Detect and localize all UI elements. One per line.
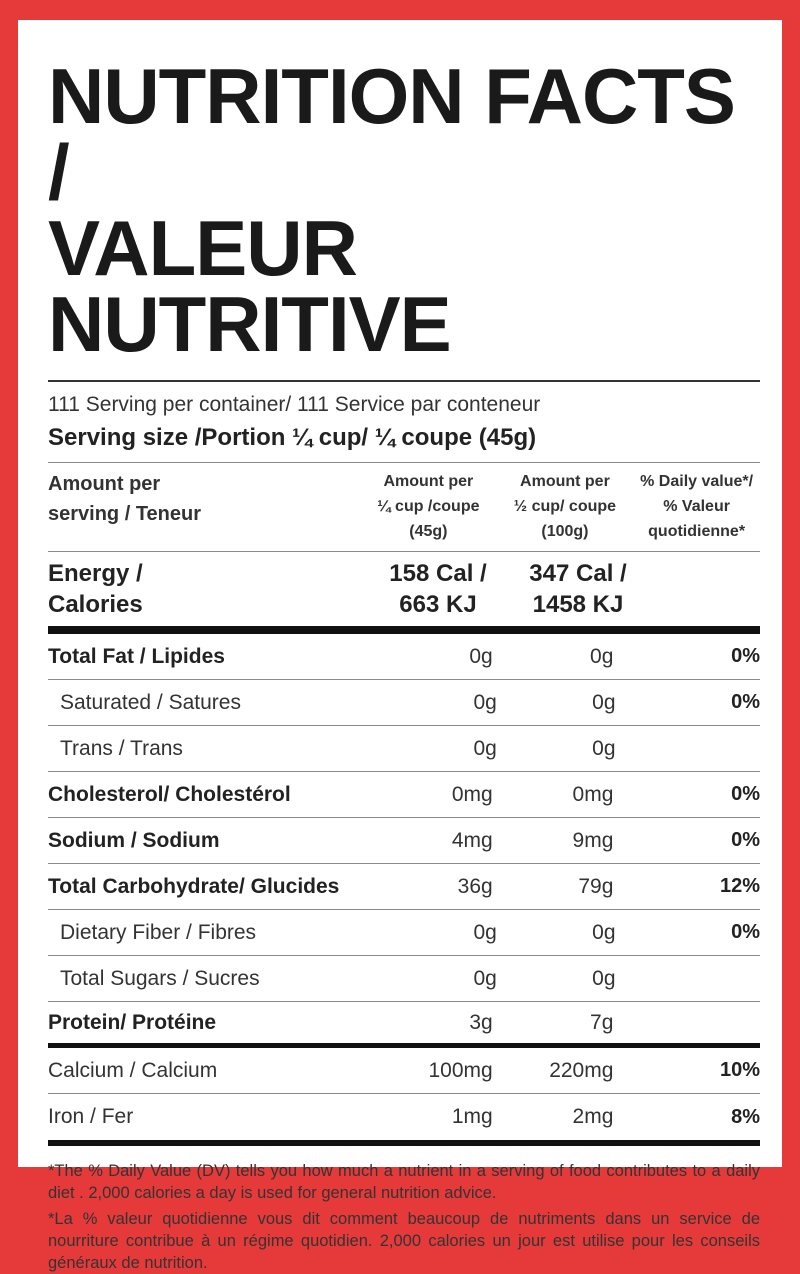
nutrient-label: Total Carbohydrate/ Glucides — [48, 874, 340, 898]
header-col1-line: ¼ cup /coupe — [377, 498, 480, 515]
header-col3-line: quotidienne* — [648, 523, 746, 540]
nutrient-value-half-cup: 2mg — [572, 1105, 614, 1128]
nutrient-label: Sodium / Sodium — [48, 828, 220, 852]
nutrient-label: Saturated / Satures — [60, 690, 241, 714]
nutrient-value-quarter-cup: 3g — [469, 1010, 493, 1034]
servings-per-container: 111 Serving per container/ 111 Service p… — [48, 393, 541, 416]
nutrient-row-iron: Iron / Fer 1mg 2mg 8% — [48, 1094, 760, 1140]
energy-label-line-1: Energy / — [48, 560, 143, 587]
nutrient-value-half-cup: 9mg — [572, 828, 614, 852]
label-title: NUTRITION FACTS / VALEUR NUTRITIVE — [48, 52, 760, 368]
nutrient-row-trans: Trans / Trans 0g 0g — [48, 726, 760, 772]
amount-per-serving-label: Amount per serving / Teneur — [48, 469, 360, 551]
header-col1-line: Amount per — [383, 473, 474, 490]
header-col3-line: % Daily value*/ — [640, 473, 754, 490]
serving-size: Serving size /Portion ¼ cup/ ¼ coupe (45… — [48, 424, 537, 451]
nutrient-daily-value: 12% — [719, 875, 760, 897]
header-col-daily-value: % Daily value*/ % Valeur quotidienne* — [633, 469, 760, 551]
nutrient-label: Cholesterol/ Cholestérol — [48, 782, 291, 806]
nutrient-row-sodium: Sodium / Sodium 4mg 9mg 0% — [48, 818, 760, 864]
nutrient-value-half-cup: 0g — [592, 920, 616, 944]
energy-col2-line: 347 Cal / — [529, 560, 627, 587]
nutrient-value-half-cup: 0g — [592, 690, 616, 714]
energy-label: Energy / Calories — [48, 558, 368, 626]
header-col-quarter-cup: Amount per ¼ cup /coupe (45g) — [360, 469, 497, 551]
nutrient-value-quarter-cup: 36g — [457, 874, 493, 898]
nutrient-value-quarter-cup: 1mg — [451, 1105, 493, 1128]
nutrient-value-quarter-cup: 4mg — [451, 828, 493, 852]
header-divider — [48, 551, 760, 552]
header-col3-line: % Valeur — [663, 498, 730, 515]
nutrient-daily-value: 0% — [731, 783, 760, 805]
footnote-french: *La % valeur quotidienne vous dit commen… — [48, 1210, 760, 1272]
column-header-row: Amount per serving / Teneur Amount per ¼… — [48, 463, 760, 551]
footnote-english: *The % Daily Value (DV) tells you how mu… — [48, 1162, 760, 1202]
nutrient-label: Trans / Trans — [60, 736, 183, 760]
energy-value-quarter-cup: 158 Cal / 663 KJ — [368, 558, 508, 626]
nutrient-label: Calcium / Calcium — [48, 1058, 218, 1082]
nutrient-table: Total Fat / Lipides 0g 0g 0% Saturated /… — [48, 634, 760, 1140]
nutrient-label: Iron / Fer — [48, 1105, 134, 1128]
energy-col1-line: 158 Cal / — [389, 560, 487, 587]
nutrient-value-quarter-cup: 0g — [473, 920, 497, 944]
nutrient-value-quarter-cup: 0mg — [451, 782, 493, 806]
header-label-line-2: serving / Teneur — [48, 503, 202, 525]
title-line-2: VALEUR NUTRITIVE — [48, 204, 452, 368]
header-col2-line: Amount per — [520, 473, 610, 490]
nutrient-value-half-cup: 79g — [578, 874, 614, 898]
nutrient-label: Total Fat / Lipides — [48, 644, 225, 668]
nutrition-label-panel: NUTRITION FACTS / VALEUR NUTRITIVE 111 S… — [18, 20, 782, 1272]
nutrient-value-quarter-cup: 0g — [473, 966, 497, 990]
header-col1-line: (45g) — [409, 523, 448, 540]
nutrient-value-half-cup: 7g — [590, 1010, 614, 1034]
nutrient-row-fiber: Dietary Fiber / Fibres 0g 0g 0% — [48, 910, 760, 956]
nutrient-label: Total Sugars / Sucres — [60, 966, 260, 990]
nutrient-value-quarter-cup: 100mg — [428, 1058, 493, 1082]
nutrient-label: Dietary Fiber / Fibres — [60, 920, 257, 944]
nutrient-value-quarter-cup: 0g — [469, 644, 493, 668]
energy-col1-line: 663 KJ — [399, 591, 477, 618]
header-col2-line: (100g) — [541, 523, 589, 540]
nutrient-row-cholesterol: Cholesterol/ Cholestérol 0mg 0mg 0% — [48, 772, 760, 818]
daily-value-footnote: *The % Daily Value (DV) tells you how mu… — [48, 1160, 760, 1274]
nutrient-row-saturated: Saturated / Satures 0g 0g 0% — [48, 680, 760, 726]
nutrient-daily-value: 0% — [731, 645, 760, 667]
title-divider — [48, 380, 760, 382]
nutrient-value-half-cup: 0g — [590, 644, 614, 668]
energy-col2-line: 1458 KJ — [532, 591, 624, 618]
header-label-line-1: Amount per — [48, 473, 161, 495]
nutrient-value-half-cup: 0g — [592, 736, 616, 760]
nutrient-row-protein: Protein/ Protéine 3g 7g — [48, 1002, 760, 1048]
nutrient-value-quarter-cup: 0g — [473, 736, 497, 760]
energy-label-line-2: Calories — [48, 591, 143, 618]
nutrient-row-total-fat: Total Fat / Lipides 0g 0g 0% — [48, 634, 760, 680]
nutrient-daily-value: 0% — [731, 829, 760, 851]
header-col2-line: ½ cup/ coupe — [513, 498, 617, 515]
energy-row: Energy / Calories 158 Cal / 663 KJ 347 C… — [48, 552, 760, 626]
nutrient-value-half-cup: 220mg — [549, 1058, 614, 1082]
nutrient-daily-value: 0% — [731, 921, 761, 943]
energy-value-half-cup: 347 Cal / 1458 KJ — [508, 558, 648, 626]
nutrient-value-half-cup: 0mg — [572, 782, 614, 806]
header-col-half-cup: Amount per ½ cup/ coupe (100g) — [497, 469, 634, 551]
footnote-divider — [48, 1140, 760, 1146]
nutrient-daily-value: 8% — [731, 1105, 760, 1128]
nutrient-row-calcium: Calcium / Calcium 100mg 220mg 10% — [48, 1048, 760, 1094]
nutrient-row-carbohydrate: Total Carbohydrate/ Glucides 36g 79g 12% — [48, 864, 760, 910]
nutrient-value-half-cup: 0g — [592, 966, 616, 990]
serving-divider — [48, 462, 760, 463]
title-line-1: NUTRITION FACTS / — [48, 52, 736, 216]
nutrient-value-quarter-cup: 0g — [473, 690, 497, 714]
nutrient-label: Protein/ Protéine — [48, 1010, 217, 1034]
nutrient-row-sugars: Total Sugars / Sucres 0g 0g — [48, 956, 760, 1002]
energy-divider — [48, 626, 760, 634]
nutrient-daily-value: 10% — [719, 1059, 760, 1081]
nutrient-daily-value: 0% — [731, 691, 761, 713]
